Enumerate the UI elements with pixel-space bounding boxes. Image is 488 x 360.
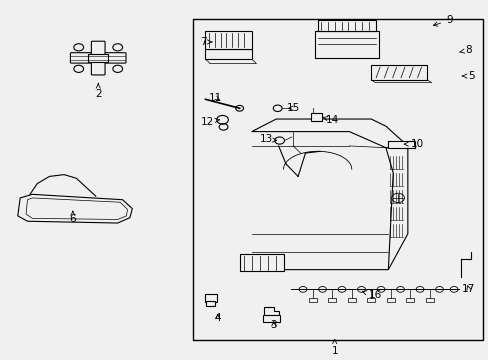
Bar: [386, 298, 394, 302]
Text: 9: 9: [432, 15, 452, 26]
Bar: [347, 298, 355, 302]
Text: 7: 7: [199, 37, 212, 47]
Text: 1: 1: [331, 339, 337, 356]
Bar: [425, 298, 433, 302]
Bar: [387, 141, 414, 148]
Text: 4: 4: [214, 313, 221, 323]
Text: 17: 17: [461, 284, 474, 294]
Bar: [88, 54, 108, 62]
Bar: [366, 298, 374, 302]
Bar: [406, 298, 413, 302]
Circle shape: [113, 44, 122, 51]
Text: 15: 15: [286, 103, 300, 113]
Circle shape: [113, 65, 122, 72]
Bar: [308, 298, 316, 302]
Text: 10: 10: [404, 139, 423, 149]
Bar: [206, 301, 215, 306]
Text: 6: 6: [69, 211, 76, 224]
Bar: [317, 21, 375, 31]
Bar: [193, 19, 483, 339]
Circle shape: [74, 65, 83, 72]
Text: 16: 16: [362, 291, 381, 301]
Text: 11: 11: [208, 93, 222, 103]
Circle shape: [74, 44, 83, 51]
FancyBboxPatch shape: [70, 53, 126, 63]
Bar: [315, 31, 378, 58]
Bar: [370, 65, 427, 80]
Text: 3: 3: [270, 320, 277, 330]
Bar: [262, 315, 280, 321]
Text: 2: 2: [95, 84, 102, 99]
Bar: [205, 49, 251, 59]
Text: 12: 12: [200, 117, 219, 127]
Text: 13: 13: [259, 135, 276, 144]
Bar: [205, 31, 251, 49]
FancyBboxPatch shape: [91, 41, 105, 75]
Bar: [239, 254, 283, 271]
Text: 5: 5: [461, 71, 473, 81]
Bar: [310, 113, 321, 121]
Text: 14: 14: [322, 115, 338, 125]
Text: 8: 8: [459, 45, 471, 55]
Bar: [204, 294, 217, 302]
Bar: [328, 298, 335, 302]
